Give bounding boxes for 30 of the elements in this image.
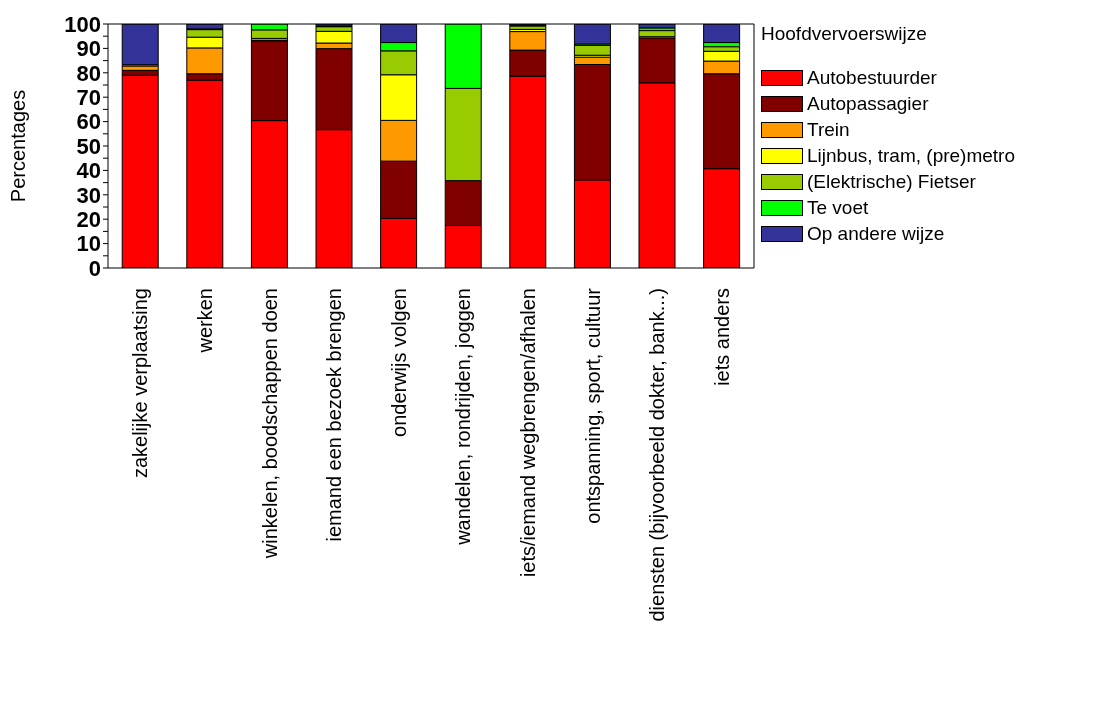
y-tick-label: 10 [76,231,101,257]
legend-label: Op andere wijze [807,223,945,245]
x-tick-label: zakelijke verplaatsing [129,288,152,479]
y-tick-label: 0 [88,255,101,281]
x-tick-label: diensten (bijvoorbeeld dokter, bank...) [646,288,669,622]
y-tick-label: 40 [76,158,101,184]
y-tick-label: 50 [76,133,101,159]
y-tick-label: 90 [76,36,101,62]
y-tick-label: 60 [76,109,101,135]
legend-title: Hoofdvervoerswijze [761,23,928,45]
y-tick-label: 100 [64,11,101,37]
legend-label: Te voet [807,197,869,219]
legend-label: (Elektrische) Fietser [807,171,976,193]
legend-label: Autopassagier [807,93,929,115]
y-tick-label: 80 [76,60,101,86]
x-tick-label: wandelen, rondrijden, joggen [452,288,475,546]
legend-label: Lijnbus, tram, (pre)metro [807,145,1016,167]
legend-label: Trein [807,119,850,141]
y-axis-title: Percentages [7,89,30,203]
legend-label: Autobestuurder [807,67,937,89]
x-tick-label: ontspanning, sport, cultuur [581,287,604,524]
y-tick-label: 20 [76,207,101,233]
x-tick-label: iets anders [710,288,733,386]
y-tick-label: 70 [76,85,101,111]
x-tick-label: iets/iemand wegbrengen/afhalen [516,288,539,578]
x-tick-label: iemand een bezoek brengen [323,288,346,542]
y-tick-label: 30 [76,182,101,208]
x-tick-label: winkelen, boodschappen doen [258,288,281,560]
x-tick-label: onderwijs volgen [387,288,410,437]
x-tick-label: werken [193,288,216,354]
